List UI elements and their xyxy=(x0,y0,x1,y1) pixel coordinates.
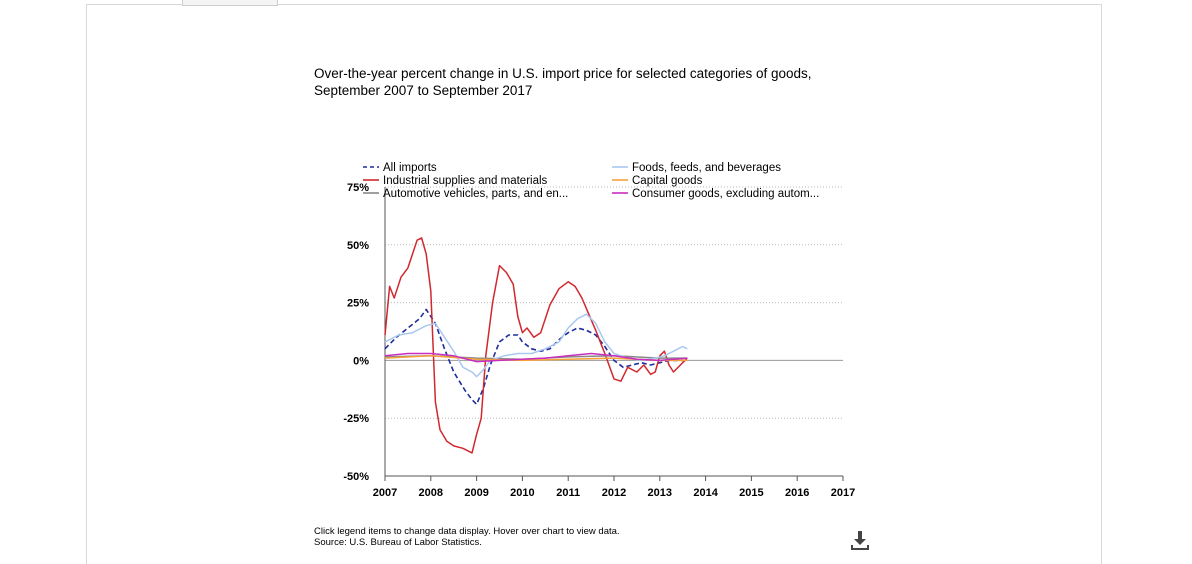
legend-label: All imports xyxy=(383,162,437,174)
footer-source: Source: U.S. Bureau of Labor Statistics. xyxy=(314,537,482,548)
legend-item-4[interactable]: Foods, feeds, and beverages xyxy=(612,162,781,174)
x-tick-label: 2017 xyxy=(831,487,855,499)
y-tick-label: -50% xyxy=(343,471,369,483)
grid-lines xyxy=(385,186,843,419)
legend-label: Industrial supplies and materials xyxy=(383,175,548,187)
chart-title: Over-the-year percent change in U.S. imp… xyxy=(314,65,874,99)
series-line-1[interactable] xyxy=(384,308,688,406)
x-tick-label: 2015 xyxy=(739,487,763,499)
axes: -50% -25% 0% 25% 50% 75% 2007 2008 2009 2010 2011 2… xyxy=(343,182,855,499)
x-tick-label: 2010 xyxy=(510,487,534,499)
x-tick-label: 2016 xyxy=(785,487,809,499)
x-tick-label: 2011 xyxy=(556,487,580,499)
x-tick-label: 2012 xyxy=(602,487,626,499)
y-tick-label: 0% xyxy=(353,355,369,367)
legend-label: Consumer goods, excluding autom... xyxy=(632,188,819,200)
legend-label: Foods, feeds, and beverages xyxy=(632,162,781,174)
chart-frame xyxy=(86,4,1102,564)
series-lines[interactable] xyxy=(384,237,688,454)
download-icon[interactable] xyxy=(848,528,872,552)
chart-title-line1: Over-the-year percent change in U.S. imp… xyxy=(314,66,812,81)
legend-item-3[interactable]: Automotive vehicles, parts, and en... xyxy=(363,188,568,200)
series-line-6[interactable] xyxy=(384,352,688,363)
y-tick-label: -25% xyxy=(343,413,369,425)
y-tick-label: 25% xyxy=(347,298,369,310)
chart-footer: Click legend items to change data displa… xyxy=(314,526,620,548)
legend-item-1[interactable]: All imports xyxy=(363,162,437,174)
x-tick-label: 2009 xyxy=(464,487,488,499)
series-line-2[interactable] xyxy=(384,237,688,454)
legend-item-5[interactable]: Capital goods xyxy=(612,175,703,187)
x-tick-label: 2008 xyxy=(419,487,443,499)
x-tick-label: 2014 xyxy=(693,487,718,499)
y-tick-label: 50% xyxy=(347,240,369,252)
legend-label: Capital goods xyxy=(632,175,703,187)
legend-item-2[interactable]: Industrial supplies and materials xyxy=(363,175,548,187)
x-tick-label: 2007 xyxy=(373,487,397,499)
legend-item-6[interactable]: Consumer goods, excluding autom... xyxy=(612,188,819,200)
x-tick-label: 2013 xyxy=(648,487,672,499)
tab-stub[interactable] xyxy=(182,0,278,6)
footer-instructions: Click legend items to change data displa… xyxy=(314,526,620,537)
legend-label: Automotive vehicles, parts, and en... xyxy=(383,188,568,200)
y-tick-label: 75% xyxy=(347,182,369,194)
chart-title-line2: September 2007 to September 2017 xyxy=(314,83,533,98)
